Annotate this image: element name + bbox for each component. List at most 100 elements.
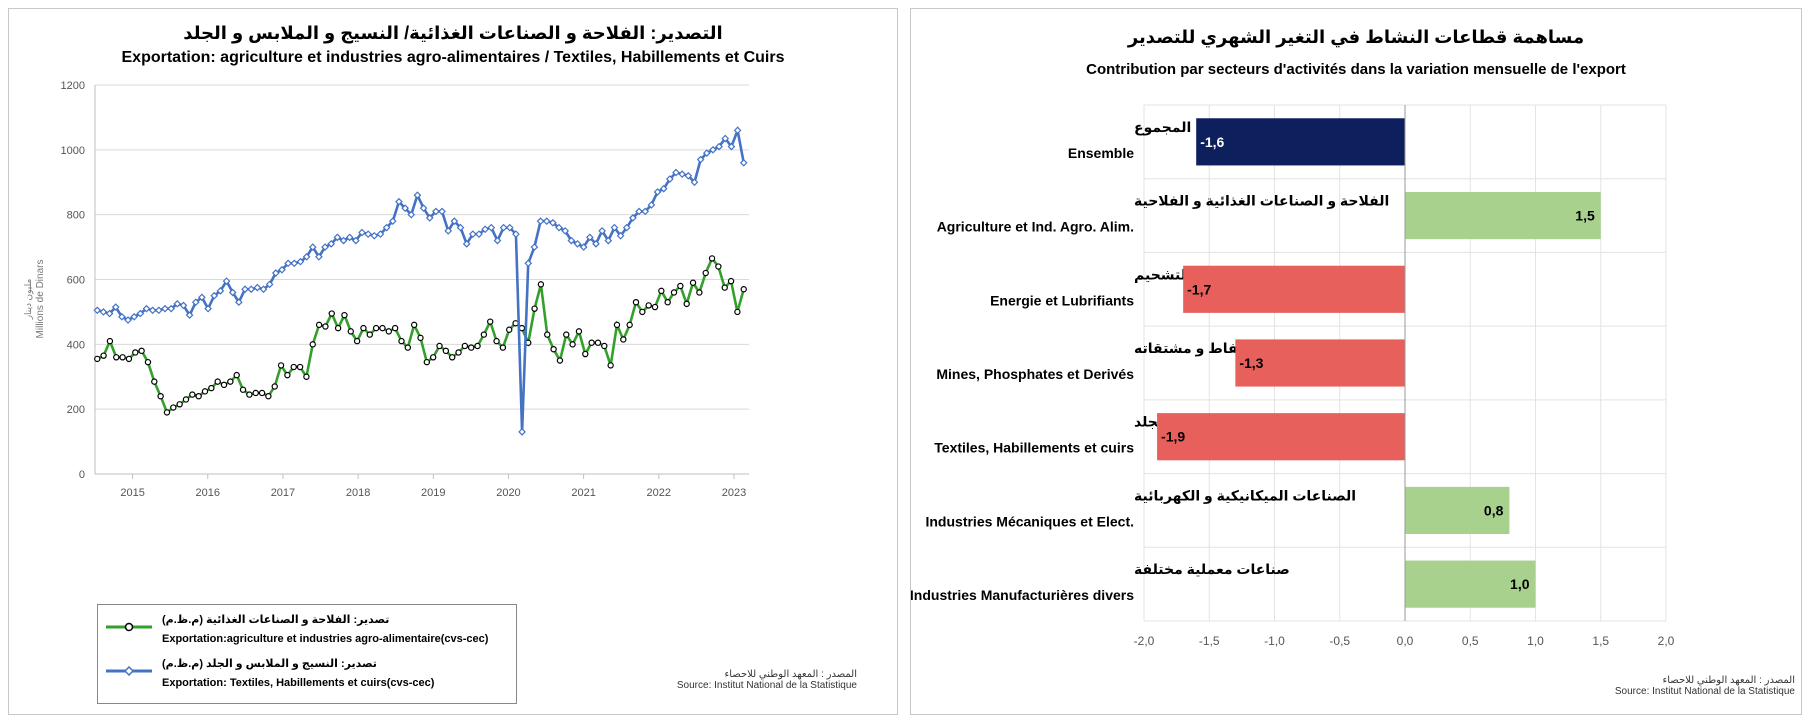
textile-data-point [468, 230, 477, 238]
legend-item: تصدير: النسيج و الملابس و الجلد (م.ظ.م) … [106, 657, 510, 697]
textile-data-point [530, 243, 539, 251]
category-label-french: Energie et Lubrifiants [990, 292, 1134, 308]
agri-data-point [328, 310, 335, 317]
source-note: المصدر : المعهد الوطني للاحصاء Source: I… [1615, 675, 1795, 697]
textile-data-point [136, 309, 145, 318]
agri-data-point [106, 337, 114, 345]
agri-data-point [265, 393, 272, 400]
agri-data-point [493, 337, 500, 345]
agri-data-point [372, 324, 380, 332]
textile-data-point [370, 231, 379, 240]
legend: تصدير: الفلاحة و الصناعات الغذائية (م.ظ.… [97, 604, 517, 704]
textile-data-point [629, 214, 637, 222]
textile-data-point [265, 280, 274, 289]
agri-data-point [176, 401, 183, 408]
textile-data-point [505, 223, 514, 232]
category-label-french: Ensemble [1068, 145, 1134, 161]
textile-data-point [702, 149, 711, 157]
source-arabic: المصدر : المعهد الوطني للاحصاء [1662, 675, 1795, 686]
agri-data-point [582, 350, 589, 358]
agri-data-point [531, 305, 538, 312]
textile-data-point [678, 170, 687, 178]
x-tick-label: 2016 [196, 487, 220, 499]
textile-data-point [475, 230, 483, 238]
textile-data-point [167, 304, 175, 313]
agri-data-point [144, 358, 152, 366]
textile-data-point [622, 223, 631, 232]
textile-data-point [672, 168, 680, 177]
category-label-french: Industries Manufacturières divers [911, 587, 1134, 603]
agri-data-point [563, 331, 570, 338]
textile-data-point [690, 178, 699, 187]
agri-data-point [271, 383, 278, 390]
agri-data-point [417, 334, 424, 342]
agri-data-point [170, 404, 177, 411]
textile-data-point [364, 230, 373, 238]
agri-data-point [429, 354, 437, 361]
textile-data-point [438, 207, 446, 216]
textile-data-point [382, 223, 391, 232]
textile-data-point [493, 236, 502, 245]
agri-data-point [125, 355, 133, 363]
textile-data-point [432, 207, 440, 216]
textile-data-point [549, 218, 557, 227]
source-note: المصدر : المعهد الوطني للاحصاء Source: I… [677, 669, 857, 691]
agri-data-point [284, 371, 291, 379]
category-label-french: Textiles, Habillements et cuirs [934, 440, 1134, 456]
textile-data-point [130, 312, 139, 321]
x-tick-label: 2022 [647, 487, 671, 499]
agri-data-point [239, 386, 247, 393]
agri-data-point [556, 357, 564, 364]
textile-data-point [536, 217, 545, 225]
textile-data-point [99, 308, 108, 316]
agri-data-point [132, 349, 139, 356]
agri-data-point [607, 362, 614, 369]
agri-data-point [670, 289, 678, 296]
y-tick-label: 600 [67, 275, 85, 287]
agri-data-point [246, 391, 253, 398]
y-tick-label: 200 [67, 404, 85, 416]
agri-data-point [537, 281, 545, 288]
agri-data-point [347, 328, 354, 335]
textile-data-point [684, 171, 693, 180]
textile-data-point [204, 304, 212, 313]
textile-data-point [419, 204, 428, 213]
textile-series-line [96, 125, 746, 432]
textile-data-point [278, 265, 286, 274]
agri-data-point [252, 389, 259, 397]
agri-data-point [277, 362, 285, 369]
bar [1235, 339, 1405, 387]
textile-data-point [179, 301, 188, 310]
agri-data-point [448, 354, 456, 361]
bar-value-label: -1,7 [1187, 281, 1211, 297]
textile-data-point [271, 269, 280, 277]
agri-data-point [601, 342, 608, 350]
textile-data-point [161, 304, 169, 313]
agri-data-point [594, 339, 602, 346]
textile-data-point [105, 309, 114, 318]
agri-data-point [689, 279, 697, 286]
agri-data-point [379, 324, 386, 332]
agri-data-point [423, 358, 431, 366]
legend-item: تصدير: الفلاحة و الصناعات الغذائية (م.ظ.… [106, 613, 510, 653]
chart-title-french: Exportation: agriculture et industries a… [121, 49, 785, 66]
agri-data-point [588, 339, 595, 346]
agri-data-point [94, 355, 101, 363]
agri-data-point [474, 342, 481, 350]
agri-data-point [385, 328, 393, 335]
textile-data-point [733, 126, 742, 135]
agri-data-point [208, 384, 215, 392]
textile-data-point [210, 291, 219, 300]
textile-data-point [592, 239, 600, 248]
agri-data-point [658, 287, 665, 295]
bar-value-label: 1,5 [1575, 208, 1595, 224]
x-tick-label: -1,0 [1264, 634, 1285, 648]
textile-data-point [481, 225, 489, 234]
textile-data-point [216, 286, 225, 295]
agri-data-point [391, 324, 399, 332]
textile-data-point [567, 236, 576, 245]
textile-data-point [721, 134, 730, 143]
textile-data-point [585, 233, 594, 242]
bar-value-label: 1,0 [1510, 576, 1530, 592]
